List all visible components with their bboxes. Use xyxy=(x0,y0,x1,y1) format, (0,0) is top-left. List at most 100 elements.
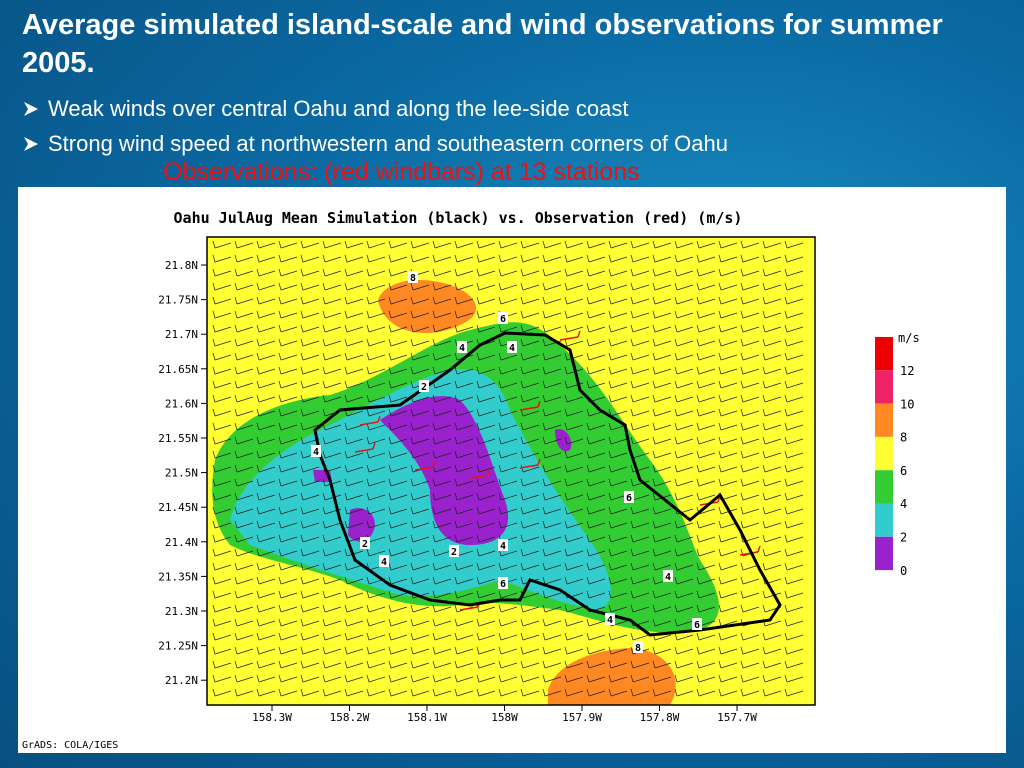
wind-barb xyxy=(344,674,364,683)
wind-barb xyxy=(212,618,232,627)
wind-barb xyxy=(366,268,386,277)
wind-barb xyxy=(696,632,716,641)
wind-barb xyxy=(630,408,650,417)
wind-barb xyxy=(674,618,694,627)
wind-barb xyxy=(630,352,650,361)
wind-barb xyxy=(432,492,452,501)
wind-barb xyxy=(652,254,672,263)
wind-barb xyxy=(762,492,782,501)
wind-barb xyxy=(652,590,672,599)
y-tick-label: 21.55N xyxy=(158,432,198,445)
wind-barb xyxy=(256,254,276,263)
wind-barb xyxy=(498,394,518,403)
wind-barb xyxy=(256,436,276,445)
wind-barb xyxy=(608,324,628,333)
colorbar-swatch xyxy=(875,436,893,471)
wind-barb xyxy=(322,338,342,347)
contour-label: 6 xyxy=(626,493,632,504)
wind-barb xyxy=(652,394,672,403)
wind-barb xyxy=(652,506,672,515)
wind-barb xyxy=(410,660,430,669)
wind-barb xyxy=(630,576,650,585)
wind-barb xyxy=(718,576,738,585)
wind-barb xyxy=(520,324,540,333)
wind-barb xyxy=(542,254,562,263)
wind-barb xyxy=(256,548,276,557)
wind-barb xyxy=(564,534,584,543)
wind-barb xyxy=(564,450,584,459)
wind-barb xyxy=(344,464,364,473)
wind-barb xyxy=(608,338,628,347)
colorbar-label: 10 xyxy=(900,397,914,411)
wind-barb xyxy=(520,254,540,263)
wind-barb xyxy=(608,520,628,529)
wind-barb xyxy=(278,478,298,487)
wind-barb xyxy=(520,534,540,543)
colorbar: m/s 12 10 8 6 4 2 0 xyxy=(875,331,920,578)
wind-barb xyxy=(234,268,254,277)
contour-label: 4 xyxy=(665,572,671,583)
contour-label-box xyxy=(360,537,370,549)
wind-barb xyxy=(256,338,276,347)
wind-barb xyxy=(278,562,298,571)
wind-barb xyxy=(498,506,518,515)
wind-barb xyxy=(300,604,320,613)
wind-barb xyxy=(564,478,584,487)
wind-barb xyxy=(234,338,254,347)
wind-barb xyxy=(696,394,716,403)
wind-barb xyxy=(322,646,342,655)
wind-barb xyxy=(696,520,716,529)
wind-barb xyxy=(212,534,232,543)
wind-barb xyxy=(300,618,320,627)
wind-barb xyxy=(410,576,430,585)
wind-barb xyxy=(498,464,518,473)
wind-barb xyxy=(432,534,452,543)
wind-barb xyxy=(520,422,540,431)
y-tick-label: 21.75N xyxy=(158,294,198,307)
wind-barb xyxy=(674,548,694,557)
wind-barb xyxy=(234,674,254,683)
wind-barb xyxy=(300,660,320,669)
wind-barb xyxy=(674,268,694,277)
wind-barb xyxy=(718,660,738,669)
wind-barb xyxy=(344,268,364,277)
wind-barb xyxy=(674,604,694,613)
wind-barb xyxy=(586,324,606,333)
wind-barb xyxy=(234,548,254,557)
wind-barb xyxy=(542,632,562,641)
wind-barb xyxy=(278,268,298,277)
wind-barb xyxy=(674,310,694,319)
x-tick-label: 158.3W xyxy=(252,711,292,724)
wind-barb xyxy=(586,450,606,459)
wind-barb xyxy=(718,632,738,641)
wind-barb xyxy=(608,394,628,403)
wind-barb xyxy=(586,310,606,319)
wind-barb xyxy=(608,380,628,389)
wind-barb xyxy=(366,254,386,263)
wind-barb xyxy=(476,534,496,543)
wind-barb xyxy=(520,268,540,277)
wind-barb xyxy=(300,492,320,501)
wind-barb xyxy=(432,408,452,417)
wind-barb xyxy=(740,352,760,361)
wind-barb xyxy=(366,324,386,333)
wind-barb xyxy=(564,296,584,305)
wind-barb xyxy=(454,296,474,305)
wind-barb xyxy=(542,422,562,431)
wind-barb xyxy=(454,562,474,571)
wind-barb xyxy=(520,464,540,473)
wind-barb xyxy=(608,646,628,655)
wind-barb xyxy=(410,324,430,333)
wind-barb xyxy=(476,492,496,501)
wind-barb xyxy=(278,436,298,445)
wind-barb xyxy=(586,576,606,585)
wind-barb xyxy=(542,366,562,375)
wind-barb xyxy=(784,688,804,697)
wind-barb xyxy=(454,254,474,263)
wind-barb xyxy=(564,604,584,613)
wind-barb xyxy=(388,548,408,557)
wind-barb xyxy=(322,380,342,389)
wind-barb xyxy=(432,240,452,249)
wind-barb xyxy=(652,520,672,529)
wind-barb xyxy=(366,590,386,599)
